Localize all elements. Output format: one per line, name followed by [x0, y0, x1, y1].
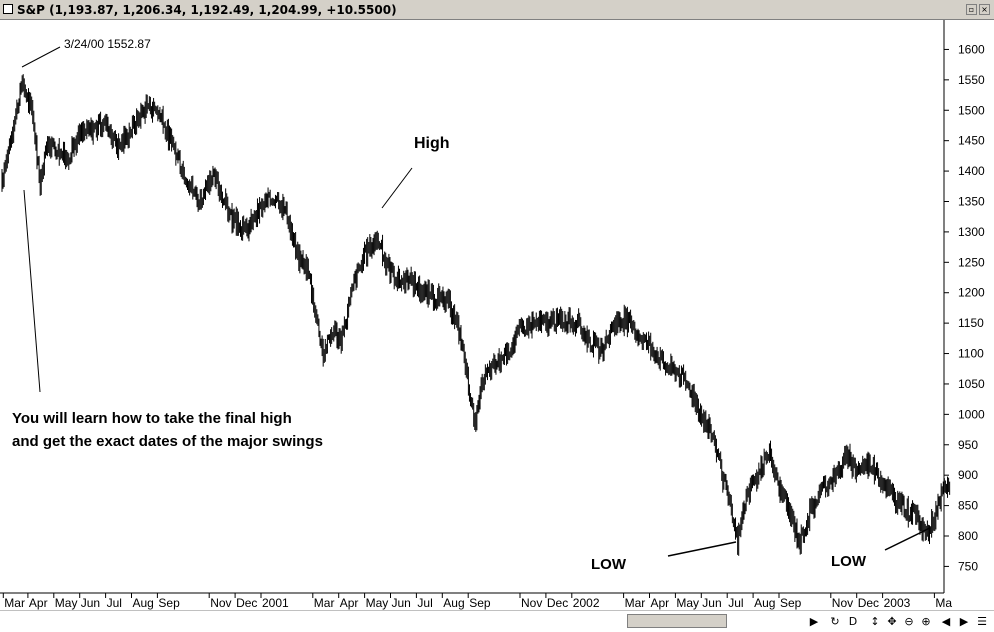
scroll-thumb[interactable]	[627, 614, 727, 628]
zoom-out-icon[interactable]: ⊖	[904, 615, 914, 628]
close-button[interactable]: ×	[979, 4, 990, 15]
low-annotation-1: LOW	[591, 556, 627, 573]
x-tick-label: Mar	[314, 596, 335, 610]
y-tick-label: 900	[958, 468, 978, 482]
pan-icon[interactable]: ✥	[887, 615, 897, 628]
vertical-resize-icon[interactable]: ↕	[870, 615, 880, 628]
x-tick-label: Nov	[832, 596, 853, 610]
y-tick-label: 750	[958, 559, 978, 573]
x-tick-label: Nov	[521, 596, 542, 610]
x-tick-label: Sep	[158, 596, 180, 610]
y-tick-label: 1200	[958, 286, 985, 300]
y-tick-label: 1000	[958, 407, 985, 421]
x-tick-label: Apr	[340, 596, 359, 610]
menu-icon[interactable]: ☰	[977, 615, 987, 628]
x-tick-label: Jun	[81, 596, 100, 610]
refresh-icon[interactable]: ↻	[830, 615, 840, 628]
high-annotation: High	[414, 135, 450, 152]
y-tick-label: 1250	[958, 255, 985, 269]
x-axis: Mar Apr May Jun Jul Aug Sep Nov Dec 2001 Mar Apr May…	[2, 593, 952, 610]
y-tick-label: 1300	[958, 225, 985, 239]
y-tick-label: 850	[958, 499, 978, 513]
y-tick-label: 1550	[958, 73, 985, 87]
y-tick-label: 1450	[958, 134, 985, 148]
scroll-left-icon[interactable]: ◀	[941, 615, 951, 628]
y-tick-label: 1100	[958, 347, 984, 361]
high-pointer-line	[381, 167, 413, 209]
window-title: S&P (1,193.87, 1,206.34, 1,192.49, 1,204…	[17, 3, 397, 17]
x-tick-label: Sep	[780, 596, 802, 610]
d-toggle-button[interactable]: D	[848, 615, 858, 628]
y-tick-label: 950	[958, 438, 978, 452]
x-tick-label: Jul	[107, 596, 122, 610]
y-tick-label: 1050	[958, 377, 985, 391]
peak-pointer-line	[21, 46, 61, 68]
y-axis: 750 800 850 900 950 1000 1050 1100 1150 1200 1250 1…	[944, 42, 985, 573]
x-tick-label: Aug	[754, 596, 775, 610]
x-tick-label: Dec	[547, 596, 568, 610]
y-tick-label: 1150	[958, 316, 984, 330]
x-tick-label: May	[55, 596, 78, 610]
y-tick-label: 800	[958, 529, 978, 543]
x-tick-label: Jul	[417, 596, 432, 610]
x-tick-label: Dec	[236, 596, 257, 610]
zoom-in-icon[interactable]: ⊕	[921, 615, 931, 628]
y-tick-label: 1350	[958, 194, 985, 208]
x-tick-label: 2002	[573, 596, 600, 610]
peak-annotation: 3/24/00 1552.87	[64, 37, 151, 51]
x-tick-label: 2001	[262, 596, 289, 610]
low-annotation-2: LOW	[831, 553, 867, 570]
x-tick-label: Aug	[443, 596, 464, 610]
x-tick-label: May	[676, 596, 699, 610]
horizontal-scrollbar[interactable]: ▶ ↻ D ↕ ✥ ⊖ ⊕ ◀ ▶ ☰	[0, 610, 994, 632]
note-line-2: and get the exact dates of the major swi…	[12, 433, 323, 450]
x-tick-label: Apr	[651, 596, 670, 610]
x-tick-label: 2003	[884, 596, 911, 610]
x-tick-label: May	[366, 596, 389, 610]
price-bars	[1, 74, 951, 556]
note-line-1: You will learn how to take the final hig…	[12, 410, 292, 427]
x-tick-label: Mar	[4, 596, 25, 610]
scroll-right-icon[interactable]: ▶	[959, 615, 969, 628]
title-bar[interactable]: S&P (1,193.87, 1,206.34, 1,192.49, 1,204…	[0, 0, 994, 20]
low2-pointer-line	[884, 527, 931, 551]
x-tick-label: Jun	[702, 596, 721, 610]
x-tick-label: Nov	[210, 596, 231, 610]
x-tick-label: Jul	[728, 596, 743, 610]
x-tick-label: Ma	[935, 596, 952, 610]
y-tick-label: 1400	[958, 164, 985, 178]
x-tick-label: Sep	[469, 596, 491, 610]
note-pointer-line	[23, 189, 41, 393]
low1-pointer-line	[667, 541, 737, 557]
scroll-right-arrow-icon[interactable]: ▶	[809, 615, 819, 628]
restore-button[interactable]: ▫	[966, 4, 977, 15]
y-tick-label: 1600	[958, 42, 985, 56]
x-tick-label: Aug	[133, 596, 154, 610]
x-tick-label: Mar	[625, 596, 646, 610]
y-tick-label: 1500	[958, 103, 985, 117]
x-tick-label: Apr	[29, 596, 48, 610]
x-tick-label: Dec	[858, 596, 879, 610]
window-icon	[3, 4, 13, 14]
x-tick-label: Jun	[392, 596, 411, 610]
